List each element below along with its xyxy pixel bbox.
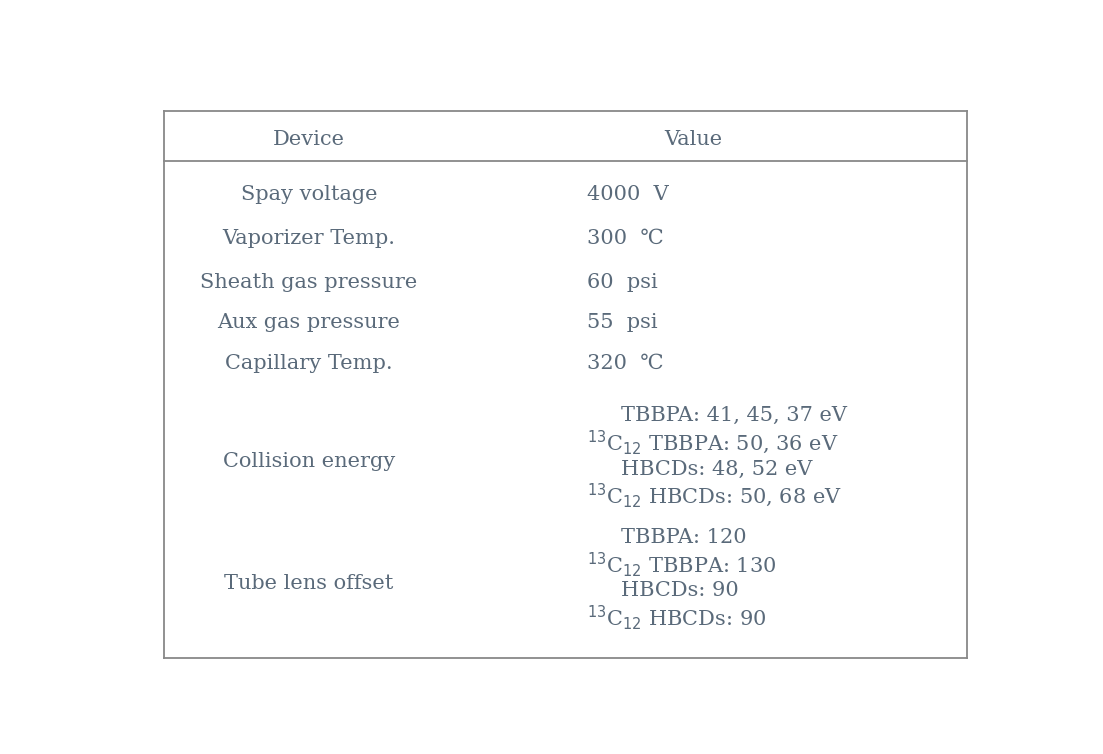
Text: Sheath gas pressure: Sheath gas pressure [201,273,417,292]
Text: Device: Device [272,130,345,149]
Text: 320  ℃: 320 ℃ [587,354,663,372]
Text: Aux gas pressure: Aux gas pressure [217,313,400,333]
Text: Capillary Temp.: Capillary Temp. [225,354,393,372]
Text: $^{13}$C$_{12}$ TBBPA: 50, 36 eV: $^{13}$C$_{12}$ TBBPA: 50, 36 eV [587,429,838,457]
Text: $^{13}$C$_{12}$ HBCDs: 90: $^{13}$C$_{12}$ HBCDs: 90 [587,603,765,632]
Text: Value: Value [664,130,722,149]
Text: 300  ℃: 300 ℃ [587,229,663,248]
Text: Tube lens offset: Tube lens offset [224,574,394,593]
Text: $^{13}$C$_{12}$ HBCDs: 50, 68 eV: $^{13}$C$_{12}$ HBCDs: 50, 68 eV [587,482,842,510]
Text: Vaporizer Temp.: Vaporizer Temp. [223,229,395,248]
Text: TBBPA: 41, 45, 37 eV: TBBPA: 41, 45, 37 eV [621,406,847,425]
Text: Collision energy: Collision energy [223,452,395,471]
Text: HBCDs: 48, 52 eV: HBCDs: 48, 52 eV [621,459,812,479]
Text: 55  psi: 55 psi [587,313,657,333]
Text: 4000  V: 4000 V [587,185,668,204]
Text: Spay voltage: Spay voltage [240,185,377,204]
Text: $^{13}$C$_{12}$ TBBPA: 130: $^{13}$C$_{12}$ TBBPA: 130 [587,550,777,579]
Text: HBCDs: 90: HBCDs: 90 [621,581,739,600]
Text: 60  psi: 60 psi [587,273,657,292]
Text: TBBPA: 120: TBBPA: 120 [621,528,747,547]
